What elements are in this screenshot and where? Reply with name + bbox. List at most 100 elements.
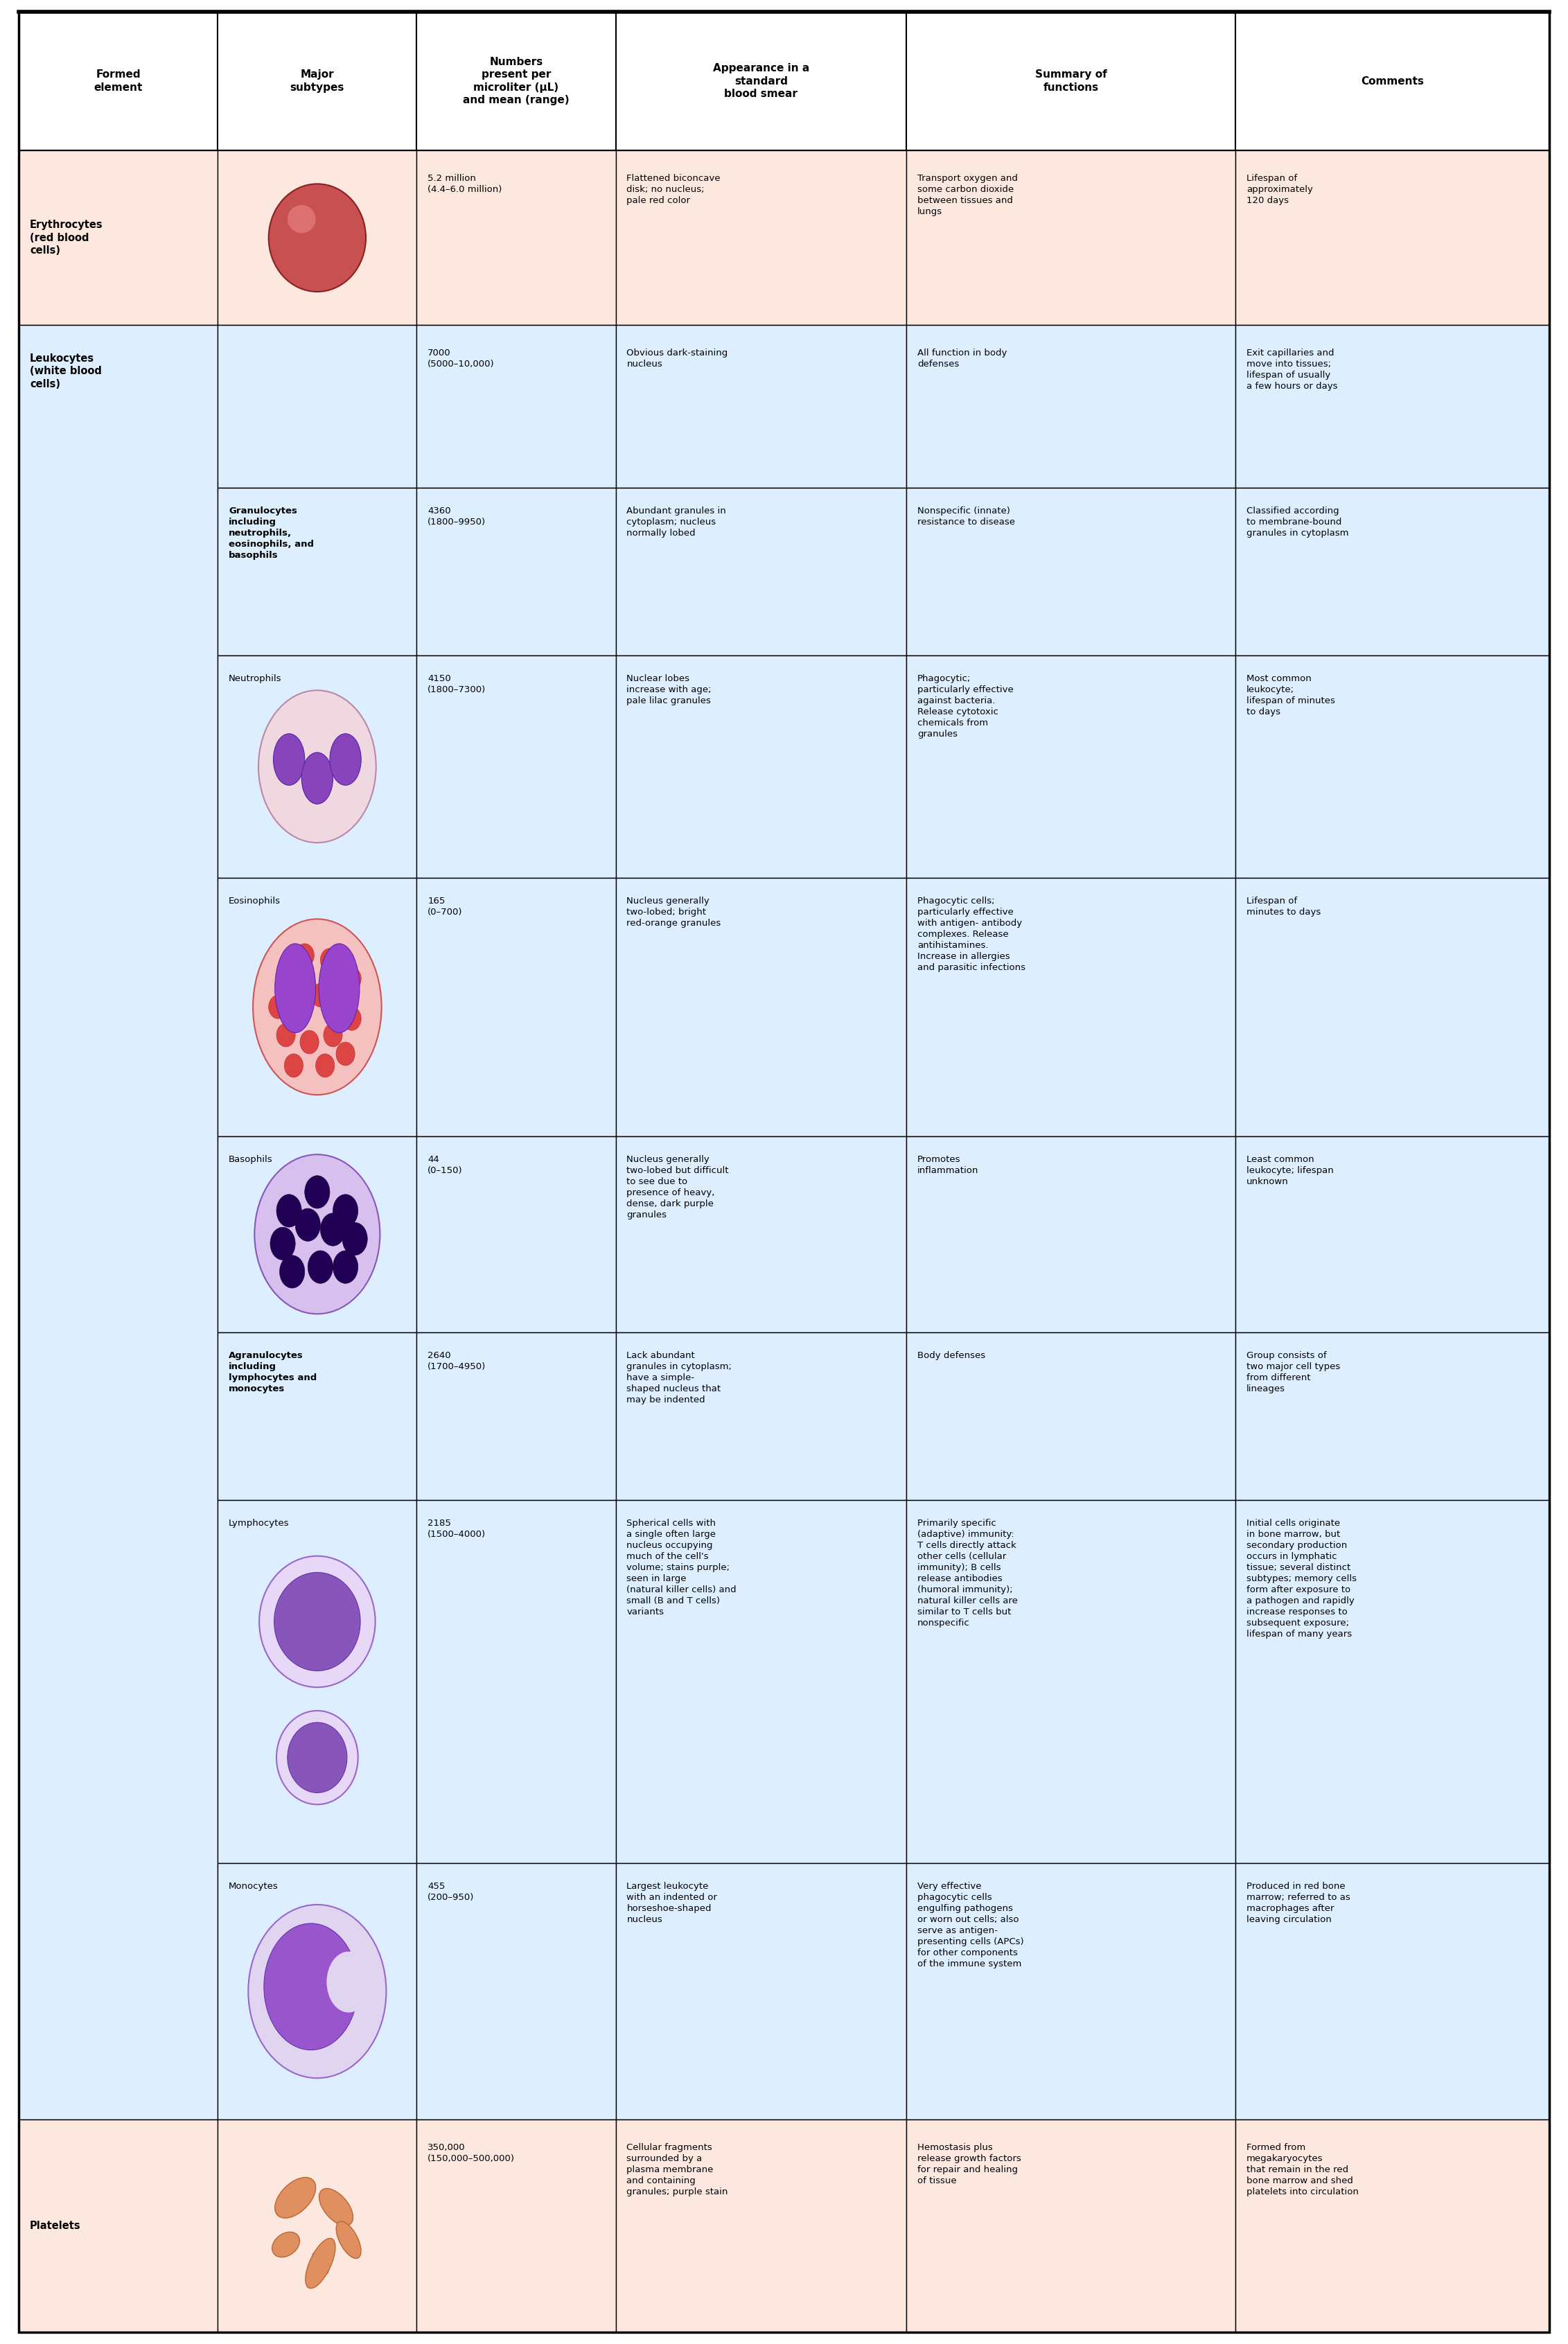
Text: Phagocytic;
particularly effective
against bacteria.
Release cytotoxic
chemicals: Phagocytic; particularly effective again… — [917, 675, 1013, 738]
Bar — [1236, 1863, 1549, 2119]
Ellipse shape — [274, 2178, 315, 2217]
Bar — [218, 1331, 417, 1500]
Text: Lymphocytes: Lymphocytes — [229, 1519, 290, 1528]
Ellipse shape — [248, 1906, 386, 2079]
Text: 7000
(5000–10,000): 7000 (5000–10,000) — [428, 349, 494, 368]
Text: Formed
element: Formed element — [94, 70, 143, 94]
Ellipse shape — [336, 992, 354, 1015]
Ellipse shape — [323, 1024, 342, 1048]
Bar — [19, 150, 218, 326]
Text: Monocytes: Monocytes — [229, 1882, 279, 1892]
Bar — [906, 1331, 1236, 1500]
Text: Primarily specific
(adaptive) immunity:
T cells directly attack
other cells (cel: Primarily specific (adaptive) immunity: … — [917, 1519, 1018, 1627]
Bar — [417, 150, 616, 326]
Text: Produced in red bone
marrow; referred to as
macrophages after
leaving circulatio: Produced in red bone marrow; referred to… — [1247, 1882, 1350, 1924]
Text: Promotes
inflammation: Promotes inflammation — [917, 1156, 978, 1174]
Text: Transport oxygen and
some carbon dioxide
between tissues and
lungs: Transport oxygen and some carbon dioxide… — [917, 173, 1018, 216]
Text: Cellular fragments
surrounded by a
plasma membrane
and containing
granules; purp: Cellular fragments surrounded by a plasm… — [627, 2142, 728, 2196]
Text: Largest leukocyte
with an indented or
horseshoe-shaped
nucleus: Largest leukocyte with an indented or ho… — [627, 1882, 717, 1924]
Text: Lifespan of
approximately
120 days: Lifespan of approximately 120 days — [1247, 173, 1312, 204]
Text: All function in body
defenses: All function in body defenses — [917, 349, 1007, 368]
Ellipse shape — [259, 1556, 375, 1688]
Ellipse shape — [274, 1573, 361, 1671]
Bar — [218, 150, 417, 326]
Ellipse shape — [306, 2239, 336, 2288]
Text: 4360
(1800–9950): 4360 (1800–9950) — [428, 506, 486, 527]
Ellipse shape — [276, 1024, 295, 1048]
Bar — [1236, 2119, 1549, 2332]
Bar — [19, 2119, 218, 2332]
Ellipse shape — [320, 949, 339, 973]
Ellipse shape — [304, 1177, 329, 1210]
Bar — [19, 12, 218, 150]
Bar — [616, 656, 906, 877]
Text: Obvious dark-staining
nucleus: Obvious dark-staining nucleus — [627, 349, 728, 368]
Text: Least common
leukocyte; lifespan
unknown: Least common leukocyte; lifespan unknown — [1247, 1156, 1333, 1186]
Bar — [1236, 150, 1549, 326]
Ellipse shape — [276, 968, 295, 992]
Ellipse shape — [259, 691, 376, 844]
Ellipse shape — [299, 1031, 318, 1055]
Ellipse shape — [342, 1224, 367, 1256]
Text: Numbers
present per
microliter (μL)
and mean (range): Numbers present per microliter (μL) and … — [463, 56, 569, 105]
Text: Granulocytes
including
neutrophils,
eosinophils, and
basophils: Granulocytes including neutrophils, eosi… — [229, 506, 314, 560]
Bar — [906, 656, 1236, 877]
Ellipse shape — [279, 1256, 304, 1289]
Bar — [1236, 12, 1549, 150]
Bar — [616, 1500, 906, 1863]
Ellipse shape — [329, 2194, 342, 2220]
Text: Flattened biconcave
disk; no nucleus;
pale red color: Flattened biconcave disk; no nucleus; pa… — [627, 173, 721, 204]
Bar — [417, 877, 616, 1137]
Text: Group consists of
two major cell types
from different
lineages: Group consists of two major cell types f… — [1247, 1350, 1341, 1392]
Bar — [218, 656, 417, 877]
Bar — [1236, 656, 1549, 877]
Bar — [616, 488, 906, 656]
Bar — [218, 1863, 417, 2119]
Text: Eosinophils: Eosinophils — [229, 895, 281, 905]
Bar — [616, 326, 906, 488]
Text: Lack abundant
granules in cytoplasm;
have a simple-
shaped nucleus that
may be i: Lack abundant granules in cytoplasm; hav… — [627, 1350, 732, 1404]
Ellipse shape — [342, 1008, 361, 1031]
Bar — [616, 150, 906, 326]
Bar — [417, 1863, 616, 2119]
Bar — [1236, 1137, 1549, 1331]
Ellipse shape — [273, 2231, 299, 2257]
Text: Spherical cells with
a single often large
nucleus occupying
much of the cell's
v: Spherical cells with a single often larg… — [627, 1519, 737, 1617]
Text: 2185
(1500–4000): 2185 (1500–4000) — [428, 1519, 486, 1538]
Text: 5.2 million
(4.4–6.0 million): 5.2 million (4.4–6.0 million) — [428, 173, 502, 195]
Text: Neutrophils: Neutrophils — [229, 675, 282, 682]
Text: Initial cells originate
in bone marrow, but
secondary production
occurs in lymph: Initial cells originate in bone marrow, … — [1247, 1519, 1356, 1638]
Bar — [1236, 1331, 1549, 1500]
Bar — [19, 326, 218, 2119]
Ellipse shape — [252, 919, 381, 1095]
Text: 2640
(1700–4950): 2640 (1700–4950) — [428, 1350, 486, 1371]
Bar — [906, 1137, 1236, 1331]
Ellipse shape — [336, 2222, 361, 2257]
Bar — [218, 326, 417, 488]
Bar — [417, 2119, 616, 2332]
Ellipse shape — [276, 1195, 301, 1228]
Ellipse shape — [274, 945, 315, 1034]
Bar — [218, 488, 417, 656]
Bar — [417, 656, 616, 877]
Text: Major
subtypes: Major subtypes — [290, 70, 345, 94]
Ellipse shape — [320, 2189, 353, 2227]
Ellipse shape — [318, 945, 359, 1034]
Ellipse shape — [342, 2231, 354, 2250]
Bar — [218, 1500, 417, 1863]
Bar — [616, 1863, 906, 2119]
Text: Hemostasis plus
release growth factors
for repair and healing
of tissue: Hemostasis plus release growth factors f… — [917, 2142, 1021, 2185]
Text: Nuclear lobes
increase with age;
pale lilac granules: Nuclear lobes increase with age; pale li… — [627, 675, 712, 706]
Ellipse shape — [268, 183, 365, 291]
Bar — [218, 2119, 417, 2332]
Ellipse shape — [326, 1953, 370, 2013]
Text: Basophils: Basophils — [229, 1156, 273, 1165]
Text: Lifespan of
minutes to days: Lifespan of minutes to days — [1247, 895, 1320, 917]
Ellipse shape — [295, 1210, 320, 1242]
Text: 44
(0–150): 44 (0–150) — [428, 1156, 463, 1174]
Bar — [1236, 488, 1549, 656]
Ellipse shape — [287, 1723, 347, 1793]
Bar — [906, 1863, 1236, 2119]
Bar — [218, 12, 417, 150]
Text: Agranulocytes
including
lymphocytes and
monocytes: Agranulocytes including lymphocytes and … — [229, 1350, 317, 1392]
